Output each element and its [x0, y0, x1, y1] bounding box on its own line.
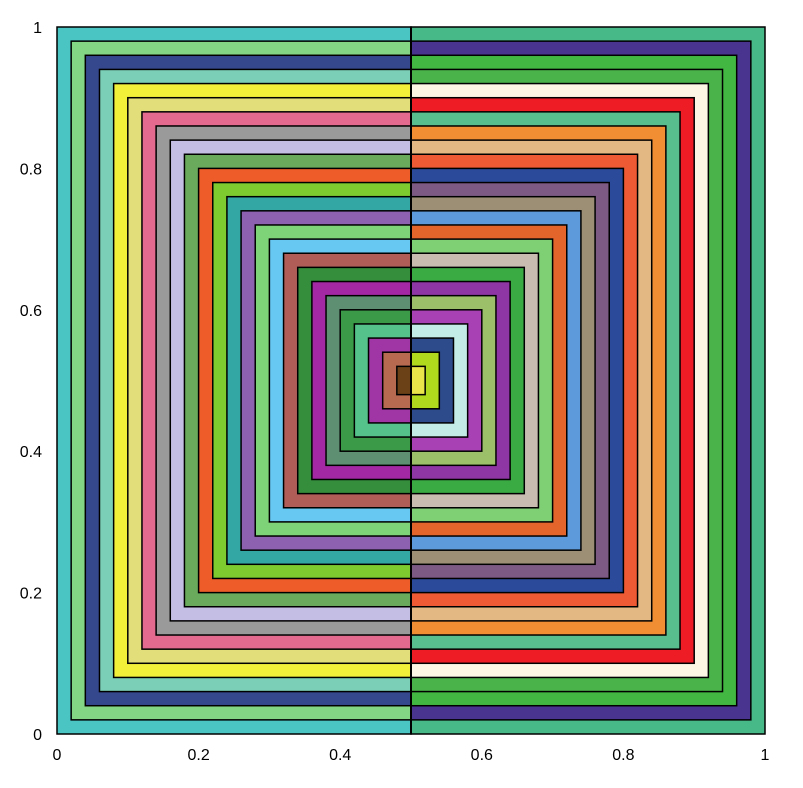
square-right-half-level-24 — [410, 365, 426, 396]
x-tick-label: 0 — [53, 747, 62, 764]
x-tick-label: 0.6 — [471, 747, 493, 764]
y-axis: 0 0.2 0.4 0.6 0.8 1 — [20, 20, 42, 744]
x-tick-label: 0.4 — [329, 747, 351, 764]
y-tick-label: 0.6 — [20, 303, 42, 320]
plot-area — [56, 26, 766, 735]
y-tick-label: 0.2 — [20, 586, 42, 603]
y-tick-label: 0 — [33, 727, 42, 744]
square-left-half-level-24 — [396, 365, 412, 396]
x-tick-label: 1 — [761, 747, 770, 764]
y-tick-label: 0.4 — [20, 444, 42, 461]
plot-frame — [56, 26, 766, 735]
y-tick-label: 0.8 — [20, 161, 42, 178]
y-tick-label: 1 — [33, 20, 42, 37]
x-axis: 0 0.2 0.4 0.6 0.8 1 — [53, 747, 770, 764]
x-tick-label: 0.8 — [612, 747, 634, 764]
x-tick-label: 0.2 — [187, 747, 209, 764]
